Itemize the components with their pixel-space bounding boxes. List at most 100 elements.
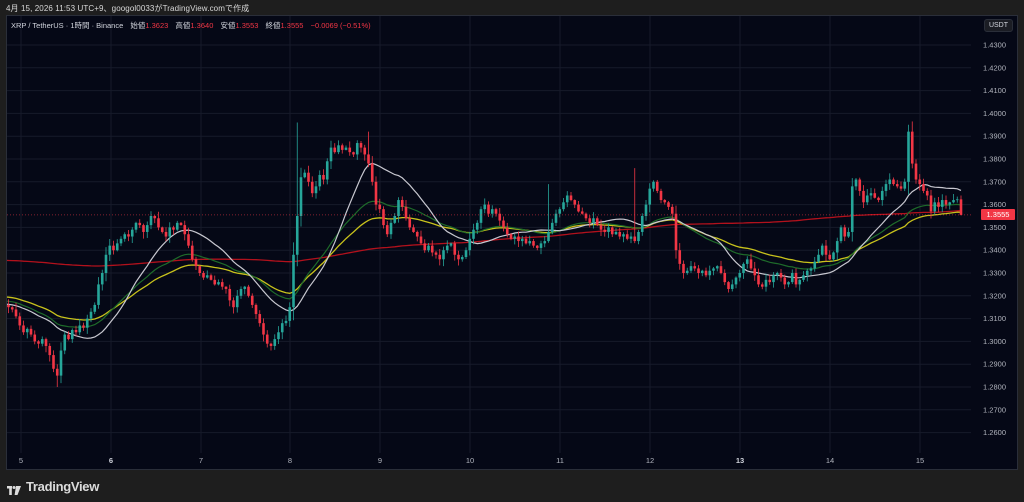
candle-down — [164, 231, 168, 237]
candle-down — [670, 206, 674, 214]
candle-down — [10, 307, 14, 310]
candle-up — [479, 209, 483, 223]
symbol-title[interactable]: XRP / TetherUS · 1時間 · Binance — [11, 21, 124, 30]
candle-down — [408, 218, 412, 228]
candle-down — [224, 286, 228, 289]
candle-down — [663, 200, 667, 203]
candle-down — [14, 309, 18, 317]
candle-up — [475, 222, 479, 230]
x-axis-label: 10 — [466, 456, 474, 465]
candle-up — [903, 181, 907, 189]
candle-down — [862, 190, 865, 203]
candle-down — [618, 231, 622, 237]
candle-up — [100, 273, 104, 285]
ma-line-yellow — [7, 211, 962, 321]
candle-up — [880, 190, 884, 201]
candle-down — [517, 236, 520, 242]
candle-up — [329, 147, 333, 162]
candle-down — [22, 325, 25, 333]
candle-down — [187, 234, 190, 246]
candle-down — [892, 179, 895, 185]
candle-up — [134, 222, 138, 230]
currency-button[interactable]: USDT — [983, 19, 1013, 32]
x-axis-label: 14 — [826, 456, 834, 465]
candle-down — [588, 218, 592, 223]
tradingview-logo-icon — [7, 482, 21, 495]
candle-up — [685, 270, 689, 273]
tradingview-logo[interactable]: TradingView — [7, 479, 99, 495]
symbol-legend: XRP / TetherUS · 1時間 · Binance 始値1.3623 … — [11, 20, 371, 31]
candle-up — [344, 147, 348, 150]
candle-down — [918, 179, 922, 185]
candle-down — [505, 227, 509, 235]
candle-down — [749, 259, 753, 269]
y-axis-label: 1.3000 — [983, 337, 1006, 346]
candle-up — [78, 325, 82, 333]
candle-up — [558, 209, 562, 214]
candle-up — [243, 286, 247, 289]
open-value: 1.3623 — [145, 21, 169, 30]
y-axis-label: 1.3900 — [983, 132, 1006, 141]
candle-up — [948, 202, 952, 205]
chart-panel[interactable]: XRP / TetherUS · 1時間 · Binance 始値1.3623 … — [6, 15, 1018, 470]
y-axis-label: 1.3500 — [983, 223, 1006, 232]
candle-up — [303, 172, 307, 178]
candle-up — [490, 209, 494, 214]
candle-down — [138, 222, 142, 226]
y-axis-label: 1.2600 — [983, 428, 1006, 437]
candle-down — [667, 202, 670, 207]
candle-up — [175, 222, 179, 230]
candle-up — [700, 270, 704, 273]
candle-down — [678, 250, 682, 264]
candle-up — [97, 284, 100, 305]
low-value: 1.3553 — [235, 21, 259, 30]
candle-down — [254, 304, 258, 315]
candle-down — [213, 279, 217, 285]
chart-caption: 4月 15, 2026 11:53 UTC+9、googol0033がTradi… — [6, 4, 250, 13]
candle-up — [355, 143, 359, 155]
candle-up — [273, 339, 277, 346]
x-axis-label: 7 — [199, 456, 203, 465]
candle-down — [584, 213, 588, 219]
candle-up — [712, 268, 715, 271]
candle-down — [633, 236, 637, 242]
candle-down — [202, 273, 205, 278]
candle-down — [419, 236, 423, 244]
candle-down — [944, 200, 948, 205]
candle-up — [798, 279, 802, 285]
candle-down — [378, 204, 382, 210]
candle-up — [59, 350, 63, 376]
price-chart[interactable]: 1.4300 1.4200 1.4100 1.4000 1.3900 1.3800 1.37… — [7, 16, 1018, 470]
candle-down — [899, 186, 903, 189]
candle-down — [269, 343, 273, 346]
candle-up — [832, 252, 835, 260]
candle-up — [149, 216, 153, 226]
x-axis-label: 9 — [378, 456, 382, 465]
candle-down — [779, 273, 783, 278]
candle-down — [599, 225, 603, 230]
candle-down — [33, 334, 37, 342]
candle-up — [292, 254, 295, 308]
candle-up — [592, 218, 595, 223]
x-axis-label: 11 — [556, 456, 564, 465]
candle-down — [307, 172, 310, 182]
high-value: 1.3640 — [190, 21, 214, 30]
candle-up — [93, 304, 97, 312]
candle-down — [142, 225, 145, 232]
candle-down — [937, 202, 940, 207]
candle-up — [123, 234, 127, 239]
candle-down — [265, 334, 269, 344]
y-axis-label: 1.3700 — [983, 177, 1006, 186]
candle-down — [385, 225, 389, 235]
candle-up — [940, 200, 944, 207]
candle-up — [528, 241, 532, 244]
candle-down — [595, 218, 599, 226]
candle-up — [734, 277, 738, 285]
candle-up — [742, 263, 745, 273]
candle-down — [603, 229, 607, 232]
candle-up — [115, 243, 119, 251]
candle-up — [104, 254, 108, 273]
candle-up — [805, 270, 809, 276]
candle-up — [168, 227, 172, 237]
y-axis-label: 1.3600 — [983, 200, 1006, 209]
